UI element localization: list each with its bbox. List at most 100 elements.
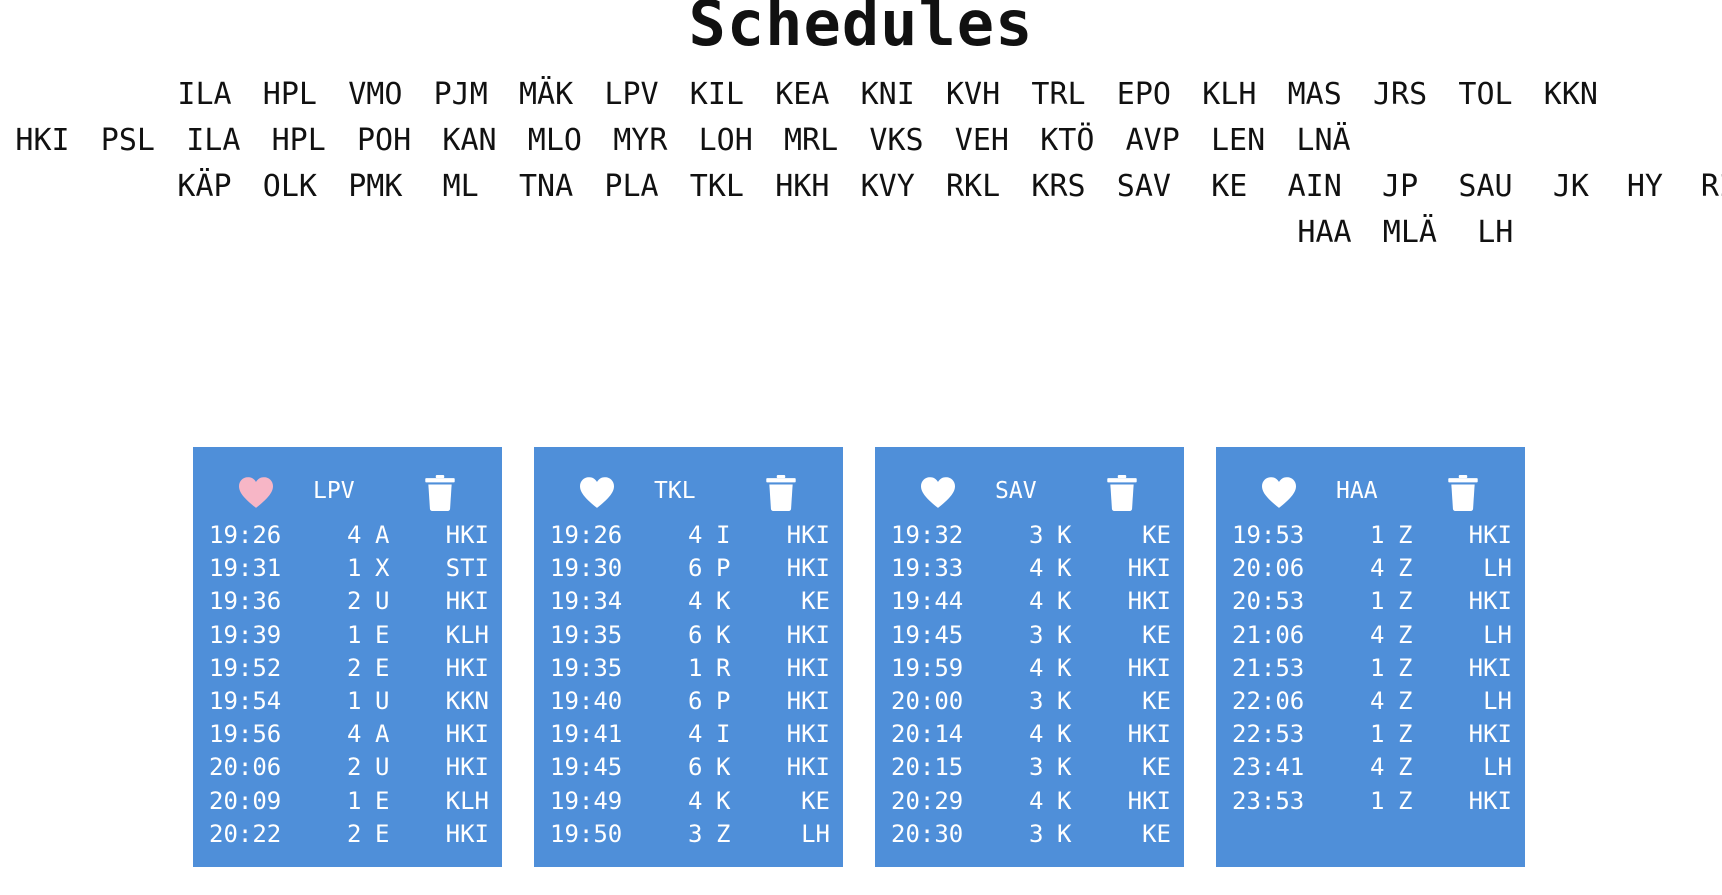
- departure-dest: KE: [801, 587, 830, 616]
- departure-time: 19:45: [550, 753, 623, 782]
- station-link[interactable]: KIL: [689, 77, 744, 112]
- station-link[interactable]: PJM: [433, 77, 488, 112]
- station-link[interactable]: TOL: [1458, 77, 1513, 112]
- station-link[interactable]: MRL: [784, 123, 839, 158]
- departure-dest: KLH: [445, 620, 489, 649]
- departure-line: E: [375, 819, 390, 848]
- departure-list: 19:26 4 A HKI 19:31 1 X STI 19:36 2 U HKI 19:39 1 E KLH…: [209, 519, 489, 851]
- station-link[interactable]: JRS: [1373, 77, 1428, 112]
- departure-row: 23:53 1 Z HKI: [1232, 785, 1512, 818]
- departure-row: 19:32 3 K KE: [891, 519, 1171, 552]
- station-link[interactable]: JP: [1382, 169, 1419, 204]
- departure-time: 20:00: [891, 686, 964, 715]
- departure-dest: LH: [801, 819, 830, 848]
- station-link[interactable]: VMO: [348, 77, 403, 112]
- station-link[interactable]: KE: [1211, 169, 1248, 204]
- departure-line: A: [375, 720, 390, 749]
- departure-line: K: [716, 753, 731, 782]
- station-link[interactable]: MYR: [613, 123, 668, 158]
- trash-icon[interactable]: [1448, 475, 1478, 511]
- departure-time: 23:41: [1232, 753, 1305, 782]
- station-link[interactable]: OLK: [262, 169, 317, 204]
- departure-track: 6: [688, 554, 703, 583]
- station-link[interactable]: MÄK: [519, 77, 574, 112]
- station-link[interactable]: KKN: [1543, 77, 1598, 112]
- station-link[interactable]: KVH: [946, 77, 1001, 112]
- departure-line: K: [1057, 653, 1072, 682]
- station-link[interactable]: TRL: [1031, 77, 1086, 112]
- station-link[interactable]: LOH: [698, 123, 753, 158]
- trash-icon[interactable]: [766, 475, 796, 511]
- station-link[interactable]: PLA: [604, 169, 659, 204]
- trash-icon[interactable]: [1107, 475, 1137, 511]
- station-link[interactable]: VEH: [954, 123, 1009, 158]
- station-row: HAA MLÄ LH: [0, 210, 1722, 256]
- station-link[interactable]: SAU: [1458, 169, 1513, 204]
- station-link[interactable]: SAV: [1116, 169, 1171, 204]
- departure-dest: HKI: [1127, 720, 1171, 749]
- station-link[interactable]: KTÖ: [1040, 123, 1095, 158]
- station-link[interactable]: MAS: [1287, 77, 1342, 112]
- station-link[interactable]: AIN: [1287, 169, 1342, 204]
- station-link[interactable]: POH: [357, 123, 412, 158]
- station-link[interactable]: VKS: [869, 123, 924, 158]
- station-link[interactable]: TNA: [519, 169, 574, 204]
- departure-time: 19:35: [550, 620, 623, 649]
- station-link[interactable]: LEN: [1211, 123, 1266, 158]
- departure-track: 1: [1370, 653, 1385, 682]
- station-link[interactable]: LNÄ: [1296, 123, 1351, 158]
- departure-line: X: [375, 554, 390, 583]
- card-station-title: TKL: [654, 478, 696, 504]
- station-link[interactable]: KNI: [860, 77, 915, 112]
- departure-row: 20:14 4 K HKI: [891, 718, 1171, 751]
- departure-track: 4: [1029, 554, 1044, 583]
- station-link[interactable]: LPV: [604, 77, 659, 112]
- departure-dest: HKI: [1468, 786, 1512, 815]
- station-link[interactable]: ML: [442, 169, 479, 204]
- station-link[interactable]: HY: [1626, 169, 1663, 204]
- station-link[interactable]: KRS: [1031, 169, 1086, 204]
- departure-track: 3: [1029, 753, 1044, 782]
- station-link[interactable]: HPL: [262, 77, 317, 112]
- station-link[interactable]: PMK: [348, 169, 403, 204]
- departure-line: U: [375, 587, 390, 616]
- station-link[interactable]: RKL: [946, 169, 1001, 204]
- departure-line: U: [375, 753, 390, 782]
- favorite-heart-icon[interactable]: [921, 477, 955, 509]
- station-link[interactable]: HAA: [1297, 215, 1352, 250]
- station-link[interactable]: PSL: [100, 123, 155, 158]
- departure-line: K: [1057, 554, 1072, 583]
- station-link[interactable]: ILA: [186, 123, 241, 158]
- departure-row: 20:29 4 K HKI: [891, 785, 1171, 818]
- station-link[interactable]: KVY: [860, 169, 915, 204]
- favorite-heart-icon[interactable]: [1262, 477, 1296, 509]
- station-link[interactable]: KLH: [1202, 77, 1257, 112]
- departure-time: 19:32: [891, 521, 964, 549]
- favorite-heart-icon[interactable]: [239, 477, 273, 509]
- station-link[interactable]: LH: [1477, 215, 1514, 250]
- station-link[interactable]: KAN: [442, 123, 497, 158]
- departure-line: K: [1057, 521, 1072, 549]
- favorite-heart-icon[interactable]: [580, 477, 614, 509]
- station-link[interactable]: AVP: [1125, 123, 1180, 158]
- station-link[interactable]: JK: [1552, 169, 1589, 204]
- station-link[interactable]: MLÄ: [1382, 215, 1437, 250]
- station-link[interactable]: RI: [1700, 169, 1722, 204]
- station-link[interactable]: TKL: [689, 169, 744, 204]
- departure-time: 19:59: [891, 653, 964, 682]
- station-row: HKI PSL ILA HPL POH KAN MLO MYR LOH MRL VKS VEH KTÖ A…: [0, 118, 1722, 164]
- departure-list: 19:32 3 K KE 19:33 4 K HKI 19:44 4 K HKI 19:45 3 K KE 19…: [891, 519, 1171, 851]
- trash-icon[interactable]: [425, 475, 455, 511]
- departure-time: 20:09: [209, 786, 282, 815]
- departure-row: 20:09 1 E KLH: [209, 785, 489, 818]
- station-link[interactable]: KEA: [775, 77, 830, 112]
- departure-row: 19:36 2 U HKI: [209, 585, 489, 618]
- station-link[interactable]: HKI: [15, 123, 70, 158]
- station-link[interactable]: HPL: [271, 123, 326, 158]
- station-link[interactable]: MLO: [527, 123, 582, 158]
- station-link[interactable]: HKH: [775, 169, 830, 204]
- station-link[interactable]: ILA: [177, 77, 232, 112]
- station-link[interactable]: EPO: [1116, 77, 1171, 112]
- departure-time: 19:36: [209, 587, 282, 616]
- station-link[interactable]: KÄP: [177, 169, 232, 204]
